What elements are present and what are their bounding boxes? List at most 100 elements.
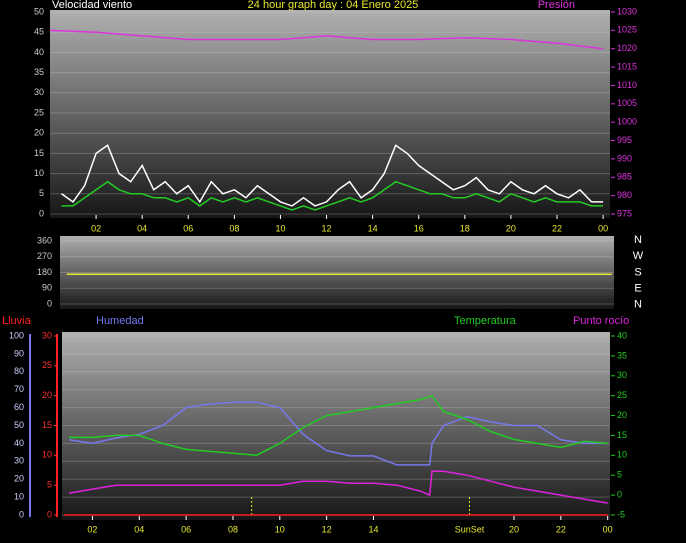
legend-label: Humedad [96,315,144,327]
y-tick-label: 975 [617,208,632,218]
y-tick-label: 0 [39,208,44,218]
y-tick-label: 60 [14,402,24,412]
series-line [49,29,604,50]
legend-label: Velocidad viento [52,0,132,11]
x-tick-label: 02 [87,524,97,534]
y-tick-label: 0 [617,489,622,499]
sunset-label: SunSet [455,524,485,534]
y-tick-label: 30 [34,87,44,97]
x-tick-label: 08 [228,524,238,534]
y-tick-label: 360 [37,235,52,245]
y-tick-label: 1010 [617,80,637,90]
y-tick-label: 25 [34,107,44,117]
y-tick-label: 40 [34,47,44,57]
y-tick-label: 30 [14,456,24,466]
y-tick-label: 25 [617,390,627,400]
y-tick-label: 5 [39,188,44,198]
y-tick-label: 1030 [617,6,637,16]
y-tick-label: 20 [14,474,24,484]
y-tick-label: 1005 [617,98,637,108]
y-tick-label: 10 [617,450,627,460]
y-tick-label: 985 [617,172,632,182]
y-tick-label: 5 [617,470,622,480]
y-tick-label: 1000 [617,117,637,127]
y-tick-label: 20 [617,410,627,420]
x-tick-label: 04 [134,524,144,534]
series-line [61,144,604,207]
series-line [69,394,608,457]
y-tick-label: 10 [34,168,44,178]
y-tick-label: 15 [42,420,52,430]
y-tick-label: 30 [617,370,627,380]
x-tick-label: 04 [137,223,147,233]
y-tick-label: 1015 [617,61,637,71]
series-line [68,470,608,504]
legend-label: Temperatura [454,315,517,327]
x-tick-label: 20 [506,223,516,233]
y-tick-label: 980 [617,190,632,200]
y-tick-label: 80 [14,366,24,376]
plot-area [60,236,614,309]
y-tick-label: 20 [42,390,52,400]
y-tick-label: -5 [617,509,625,519]
y-tick-label: 180 [37,267,52,277]
y-tick-label: 1020 [617,43,637,53]
y-tick-label: 30 [42,330,52,340]
y-tick-label: 50 [14,420,24,430]
x-tick-label: 06 [181,524,191,534]
series-line [68,401,608,466]
y-tick-label: 5 [47,480,52,490]
legend-label: Lluvia [2,315,32,327]
y-tick-label: 0 [47,509,52,519]
y-tick-label: 1025 [617,25,637,35]
y-tick-label: 15 [617,430,627,440]
y-tick-label: 90 [42,283,52,293]
y-tick-label: 15 [34,148,44,158]
y-tick-label: 10 [14,491,24,501]
y-tick-label: 40 [617,330,627,340]
y-tick-label: 100 [9,330,24,340]
y-tick-label: 40 [14,438,24,448]
x-tick-label: 00 [603,524,613,534]
y-tick-label: 20 [34,128,44,138]
compass-label: W [633,250,644,262]
x-tick-label: 08 [229,223,239,233]
compass-label: S [634,266,641,278]
compass-label: E [634,283,641,295]
x-tick-label: 14 [368,524,378,534]
compass-label: N [634,299,642,311]
y-tick-label: 995 [617,135,632,145]
y-tick-label: 35 [617,350,627,360]
x-tick-label: 00 [598,223,608,233]
x-tick-label: 18 [460,223,470,233]
y-tick-label: 70 [14,384,24,394]
x-tick-label: 20 [509,524,519,534]
y-tick-label: 35 [34,67,44,77]
chart-title: 24 hour graph day : 04 Enero 2025 [248,0,419,11]
y-tick-label: 25 [42,360,52,370]
y-tick-label: 0 [47,298,52,308]
x-tick-label: 10 [275,524,285,534]
legend-label: Punto rocío [573,315,629,327]
y-tick-label: 270 [37,251,52,261]
compass-label: N [634,234,642,246]
legend-label: Presión [538,0,575,11]
y-tick-label: 10 [42,450,52,460]
y-tick-label: 45 [34,27,44,37]
plot-area [50,10,610,218]
x-tick-label: 16 [414,223,424,233]
x-tick-label: 06 [183,223,193,233]
y-tick-label: 0 [19,509,24,519]
x-tick-label: 12 [322,223,332,233]
y-tick-label: 50 [34,6,44,16]
series-line [61,180,604,211]
y-tick-label: 990 [617,153,632,163]
x-tick-label: 14 [368,223,378,233]
x-tick-label: 02 [91,223,101,233]
x-tick-label: 22 [556,524,566,534]
y-tick-label: 90 [14,348,24,358]
x-tick-label: 12 [322,524,332,534]
x-tick-label: 10 [275,223,285,233]
